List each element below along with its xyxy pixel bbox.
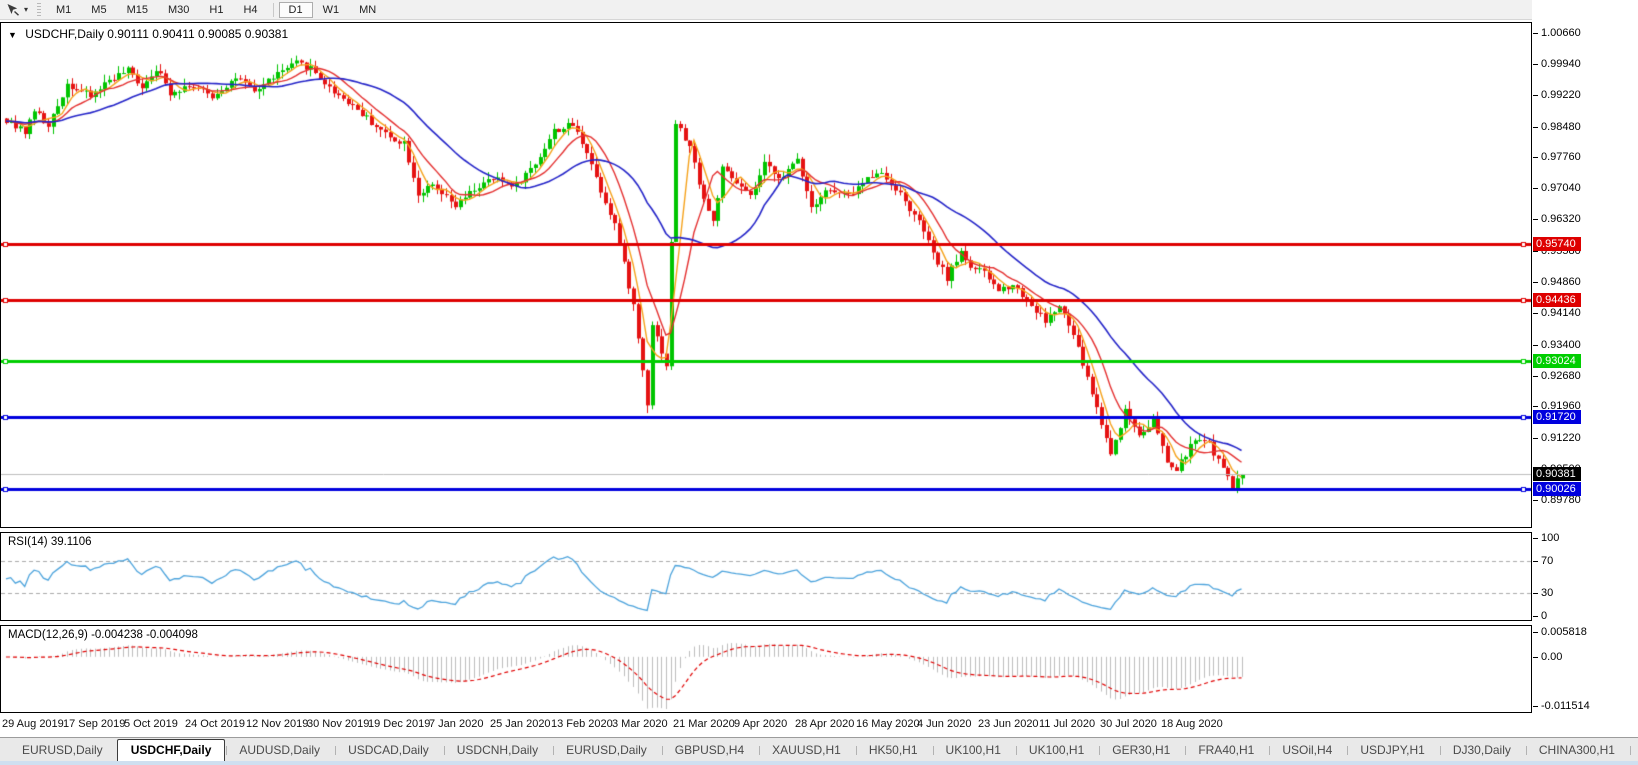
chart-tab-ger30-h1[interactable]: GER30,H1 bbox=[1098, 739, 1184, 761]
date-axis-label: 4 Jun 2020 bbox=[917, 718, 972, 730]
date-axis-label: 25 Jan 2020 bbox=[490, 718, 551, 730]
timeframe-toolbar: ▾ M1 M5 M15 M30 H1 H4 D1 W1 MN bbox=[0, 0, 1638, 20]
macd-axis-label: 0.00 bbox=[1532, 650, 1563, 663]
price-axis-label: 0.99940 bbox=[1533, 57, 1581, 70]
date-axis-label: 7 Jan 2020 bbox=[429, 718, 484, 730]
price-axis-label: 0.97760 bbox=[1533, 151, 1581, 164]
price-axis-label: 1.00660 bbox=[1533, 27, 1581, 39]
chart-tab-fra40-h1[interactable]: FRA40,H1 bbox=[1184, 739, 1268, 761]
macd-axis-label: -0.011514 bbox=[1533, 700, 1590, 712]
date-axis-label: 17 Sep 2019 bbox=[63, 718, 126, 730]
hline-price-badge: 0.90026 bbox=[1533, 482, 1581, 497]
rsi-indicator-panel: RSI(14) 39.1106 bbox=[0, 532, 1532, 621]
toolbar-separator bbox=[272, 2, 274, 17]
date-axis-label: 30 Jul 2020 bbox=[1100, 718, 1157, 730]
date-axis-label: 11 Jul 2020 bbox=[1039, 718, 1096, 730]
timeframe-w1-button[interactable]: W1 bbox=[313, 2, 350, 18]
date-axis-label: 13 Feb 2020 bbox=[551, 718, 613, 730]
chart-tab-eurusd-daily-2[interactable]: EURUSD,Daily bbox=[552, 739, 661, 761]
price-axis: 1.00660 0.99940 0.99220 0.98480 0.97760 0.970… bbox=[1532, 0, 1638, 737]
current-price-badge: 0.90381 bbox=[1533, 467, 1581, 482]
chart-tab-hk50-h1[interactable]: HK50,H1 bbox=[855, 739, 932, 761]
crosshair-icon bbox=[7, 4, 19, 16]
hline-price-badge: 0.95740 bbox=[1533, 237, 1581, 252]
timeframe-h4-button[interactable]: H4 bbox=[233, 2, 267, 18]
chart-tab-audusd-daily[interactable]: AUDUSD,Daily bbox=[225, 739, 334, 761]
crosshair-tool-button[interactable] bbox=[4, 2, 22, 17]
rsi-canvas[interactable] bbox=[1, 533, 1531, 620]
chart-ohlc-values: 0.90111 0.90411 0.90085 0.90381 bbox=[107, 27, 289, 41]
date-axis-label: 18 Aug 2020 bbox=[1161, 718, 1223, 730]
hline-price-badge: 0.91720 bbox=[1533, 409, 1581, 424]
price-axis-label: 0.91220 bbox=[1533, 432, 1581, 445]
price-axis-label: 0.96320 bbox=[1533, 213, 1581, 226]
chart-title: ▼ USDCHF,Daily 0.90111 0.90411 0.90085 0… bbox=[8, 27, 288, 41]
date-axis-label: 28 Apr 2020 bbox=[795, 718, 855, 730]
price-axis-label: 0.94140 bbox=[1533, 306, 1581, 319]
date-axis-label: 9 Apr 2020 bbox=[734, 718, 788, 730]
chart-tab-uk100-h1[interactable]: UK100,H1 bbox=[932, 739, 1015, 761]
timeframe-m30-button[interactable]: M30 bbox=[158, 2, 199, 18]
macd-indicator-panel: MACD(12,26,9) -0.004238 -0.004098 bbox=[0, 625, 1532, 713]
timeframe-m5-button[interactable]: M5 bbox=[81, 2, 116, 18]
timeframe-m15-button[interactable]: M15 bbox=[117, 2, 158, 18]
date-axis-label: 24 Oct 2019 bbox=[185, 718, 245, 730]
chart-symbol-label: USDCHF,Daily bbox=[25, 27, 104, 41]
price-chart-panel: ▼ USDCHF,Daily 0.90111 0.90411 0.90085 0… bbox=[0, 22, 1532, 528]
tool-dropdown-arrow[interactable]: ▾ bbox=[24, 5, 29, 14]
date-axis-label: 23 Jun 2020 bbox=[978, 718, 1039, 730]
chart-tab-usdcad-daily[interactable]: USDCAD,Daily bbox=[334, 739, 443, 761]
date-axis-label: 21 Mar 2020 bbox=[673, 718, 735, 730]
hline-price-badge: 0.94436 bbox=[1533, 293, 1581, 308]
toolbar-grip bbox=[37, 3, 42, 16]
rsi-axis-label: 30 bbox=[1532, 586, 1554, 599]
timeframe-d1-button[interactable]: D1 bbox=[278, 1, 313, 18]
rsi-label: RSI(14) 39.1106 bbox=[8, 536, 92, 548]
chart-tab-dj30-daily[interactable]: DJ30,Daily bbox=[1439, 739, 1525, 761]
date-axis-label: 16 May 2020 bbox=[856, 718, 920, 730]
price-chart-canvas[interactable] bbox=[1, 23, 1531, 527]
chart-tab-eurusd-daily[interactable]: EURUSD,Daily bbox=[8, 739, 117, 761]
rsi-axis-label: 0 bbox=[1532, 610, 1548, 622]
chart-collapse-arrow[interactable]: ▼ bbox=[8, 30, 17, 40]
chart-tab-china300-h1[interactable]: CHINA300,H1 bbox=[1525, 739, 1629, 761]
chart-tab-uk100-h1-2[interactable]: UK100,H1 bbox=[1015, 739, 1098, 761]
date-axis-label: 30 Nov 2019 bbox=[307, 718, 370, 730]
date-axis-label: 3 Mar 2020 bbox=[612, 718, 668, 730]
date-axis-label: 29 Aug 2019 bbox=[2, 718, 64, 730]
price-axis-label: 0.97040 bbox=[1533, 182, 1581, 195]
chart-tab-gbpusd-h4[interactable]: GBPUSD,H4 bbox=[661, 739, 758, 761]
price-axis-label: 0.99220 bbox=[1533, 88, 1581, 101]
macd-canvas[interactable] bbox=[1, 626, 1531, 712]
rsi-axis-label: 70 bbox=[1532, 555, 1554, 568]
price-axis-label: 0.89780 bbox=[1533, 494, 1581, 506]
hline-price-badge: 0.93024 bbox=[1533, 353, 1581, 368]
date-axis-label: 5 Oct 2019 bbox=[124, 718, 178, 730]
price-axis-label: 0.93400 bbox=[1533, 338, 1581, 351]
status-strip bbox=[0, 761, 1638, 765]
rsi-axis-label: 100 bbox=[1532, 532, 1560, 544]
chart-tab-usdjpy-h1[interactable]: USDJPY,H1 bbox=[1346, 739, 1438, 761]
macd-axis-label: 0.005818 bbox=[1533, 626, 1587, 638]
timeframe-h1-button[interactable]: H1 bbox=[199, 2, 233, 18]
date-axis-label: 12 Nov 2019 bbox=[246, 718, 309, 730]
chart-tab-xauusd-h1[interactable]: XAUUSD,H1 bbox=[758, 739, 855, 761]
price-axis-label: 0.91960 bbox=[1533, 400, 1581, 413]
price-axis-label: 0.94860 bbox=[1533, 275, 1581, 288]
chart-tab-usoil-h4[interactable]: USOil,H4 bbox=[1268, 739, 1346, 761]
chart-tab-usdcnh-daily[interactable]: USDCNH,Daily bbox=[443, 739, 552, 761]
timeframe-mn-button[interactable]: MN bbox=[349, 2, 386, 18]
macd-label: MACD(12,26,9) -0.004238 -0.004098 bbox=[8, 629, 198, 641]
chart-tab-usoil-h1[interactable]: USOil,H1 bbox=[1629, 739, 1638, 761]
date-axis: 29 Aug 2019 17 Sep 2019 5 Oct 2019 24 Oct 2… bbox=[0, 713, 1532, 737]
date-axis-label: 19 Dec 2019 bbox=[368, 718, 431, 730]
price-axis-label: 0.98480 bbox=[1533, 120, 1581, 133]
chart-tabbar: EURUSD,Daily USDCHF,Daily AUDUSD,Daily U… bbox=[0, 737, 1638, 761]
timeframe-m1-button[interactable]: M1 bbox=[46, 2, 81, 18]
price-axis-label: 0.92680 bbox=[1533, 369, 1581, 382]
chart-tab-usdchf-daily[interactable]: USDCHF,Daily bbox=[116, 739, 226, 761]
